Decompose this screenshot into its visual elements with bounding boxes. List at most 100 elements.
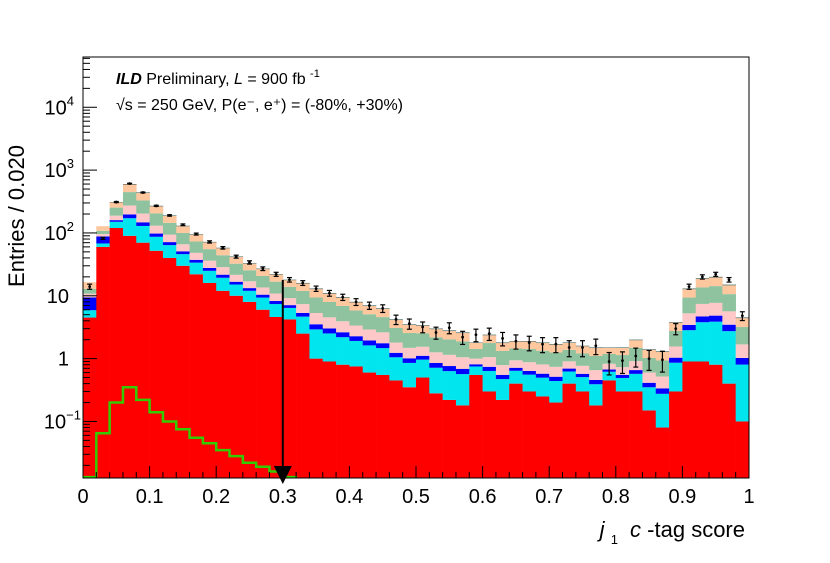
stack-bar-2-3 — [109, 215, 124, 221]
stack-bar-9-3 — [202, 260, 217, 268]
ild-bold: ILD — [116, 71, 142, 88]
data-point-20 — [354, 300, 358, 304]
stack-bar-24-4 — [402, 333, 417, 348]
stack-bar-31-5 — [495, 343, 510, 351]
stack-bar-34-0 — [535, 396, 550, 478]
stack-bar-15-1 — [282, 307, 297, 320]
stack-bar-4-2 — [136, 222, 150, 226]
stack-bar-19-2 — [336, 332, 350, 338]
stack-bar-23-2 — [389, 352, 403, 358]
stack-bar-12-1 — [242, 290, 257, 302]
stack-bar-26-3 — [429, 352, 443, 364]
stack-bar-11-4 — [229, 263, 244, 275]
stack-bar-4-5 — [136, 192, 150, 201]
stack-bar-30-1 — [482, 370, 497, 392]
stack-bar-8-2 — [189, 259, 204, 263]
stack-bar-12-5 — [242, 263, 257, 271]
stack-bar-24-2 — [402, 358, 417, 363]
stack-bar-10-1 — [216, 277, 230, 291]
stack-bar-6-2 — [162, 242, 177, 246]
stack-bar-35-0 — [549, 402, 563, 478]
stack-bar-27-4 — [442, 339, 457, 355]
stack-bar-1-5 — [96, 226, 110, 231]
data-point-39 — [607, 360, 611, 363]
stack-bar-16-1 — [296, 316, 310, 334]
stack-bar-18-5 — [322, 293, 337, 302]
data-point-16 — [301, 281, 305, 285]
stack-bar-18-2 — [322, 328, 337, 334]
x-tick-label-1: 0.1 — [136, 486, 164, 508]
stack-bar-9-0 — [202, 282, 217, 478]
stack-bar-47-4 — [709, 286, 723, 303]
stack-bar-15-5 — [282, 280, 297, 287]
stack-bar-25-4 — [416, 333, 430, 347]
stack-bar-9-4 — [202, 249, 217, 261]
data-point-46 — [700, 275, 704, 279]
stack-bar-47-3 — [709, 302, 723, 316]
stack-bar-47-5 — [709, 277, 723, 287]
stack-bar-38-0 — [589, 405, 603, 478]
stack-bar-2-4 — [109, 207, 124, 216]
x-axis-title-c: c — [630, 517, 641, 542]
data-point-1 — [101, 236, 105, 240]
data-points — [87, 182, 745, 376]
stack-bar-49-3 — [735, 344, 749, 358]
stack-bar-14-2 — [269, 301, 284, 305]
stack-bar-41-1 — [629, 373, 643, 392]
stack-bar-15-0 — [282, 319, 297, 478]
stack-bar-36-1 — [562, 371, 577, 384]
stack-bar-11-2 — [229, 281, 244, 285]
stack-bar-32-2 — [509, 367, 523, 371]
data-point-5 — [154, 204, 158, 208]
stack-bar-13-1 — [256, 297, 270, 310]
stack-bar-27-5 — [442, 331, 457, 340]
data-point-44 — [674, 327, 678, 331]
stack-bar-3-4 — [122, 192, 137, 206]
stack-bar-2-2 — [109, 220, 124, 222]
stack-bar-32-4 — [509, 348, 523, 361]
data-point-45 — [687, 285, 691, 288]
stack-bar-39-0 — [602, 380, 617, 478]
x-axis-title-prefix: j — [597, 517, 606, 542]
data-point-24 — [407, 322, 411, 326]
stack-bar-36-2 — [562, 368, 577, 372]
stack-bar-21-2 — [362, 340, 377, 346]
stack-bar-32-1 — [509, 370, 523, 384]
stack-bar-31-0 — [495, 399, 510, 478]
data-point-40 — [621, 359, 624, 362]
stack-bar-37-1 — [575, 377, 590, 392]
stack-bar-35-2 — [549, 376, 563, 382]
stack-bar-33-4 — [522, 349, 537, 363]
stack-bar-8-4 — [189, 241, 204, 253]
stack-bar-47-1 — [709, 321, 723, 365]
stack-bar-43-1 — [655, 393, 670, 428]
stack-bar-46-4 — [695, 287, 710, 304]
data-point-7 — [181, 223, 185, 227]
stack-bar-6-3 — [162, 234, 177, 243]
stack-bar-42-3 — [642, 372, 657, 383]
stack-bar-42-1 — [642, 387, 657, 411]
stack-bar-41-0 — [629, 391, 643, 478]
stack-bar-21-4 — [362, 314, 377, 330]
x-tick-label-5: 0.5 — [402, 486, 430, 508]
stack-bar-8-5 — [189, 234, 204, 242]
data-point-17 — [314, 287, 318, 291]
stack-bar-20-4 — [349, 310, 364, 326]
stack-bar-25-3 — [416, 346, 430, 356]
stack-bar-3-2 — [122, 214, 137, 219]
stack-bar-10-3 — [216, 267, 230, 275]
stack-bar-23-0 — [389, 380, 403, 478]
stack-bar-25-2 — [416, 355, 430, 360]
stack-bar-11-1 — [229, 284, 244, 296]
stack-bar-13-3 — [256, 287, 270, 295]
stack-bar-15-3 — [282, 298, 297, 306]
data-point-34 — [541, 342, 544, 346]
stack-bar-29-4 — [469, 348, 483, 359]
stacked-bars — [83, 184, 749, 478]
data-point-28 — [461, 335, 465, 339]
lumi-value: = 900 fb — [247, 71, 305, 88]
stack-bar-28-1 — [455, 374, 470, 406]
stack-bar-19-4 — [336, 305, 350, 322]
stack-bar-13-4 — [256, 275, 270, 288]
stack-bar-32-0 — [509, 383, 523, 478]
